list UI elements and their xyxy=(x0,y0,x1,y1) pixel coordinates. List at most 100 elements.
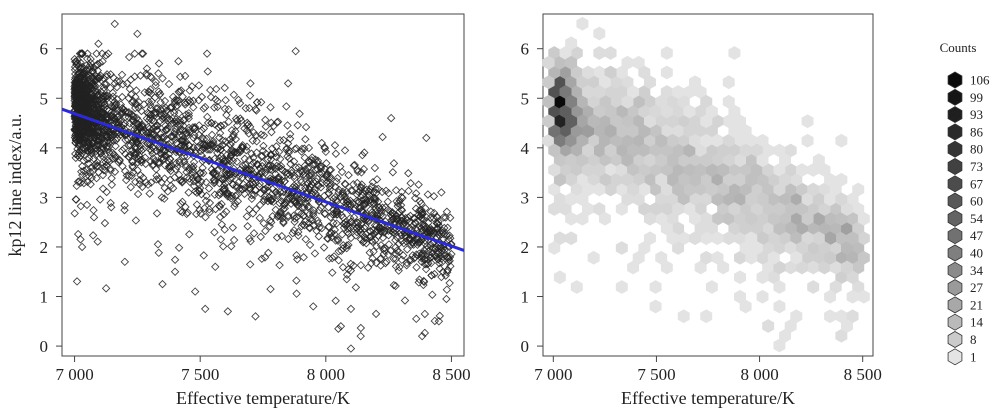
scatter-point xyxy=(129,148,139,158)
hexbin-cell xyxy=(756,172,769,187)
hexbin-cell xyxy=(593,46,606,60)
scatter-point xyxy=(330,209,339,219)
hexbin-cell xyxy=(756,270,769,285)
scatter-point xyxy=(138,120,147,129)
hexbin-x-tick-label: 7 500 xyxy=(637,365,675,384)
hexbin-cell xyxy=(593,65,606,80)
hexbin-cell xyxy=(615,104,628,119)
scatter-point xyxy=(106,198,115,208)
hexbin-cell xyxy=(728,143,741,158)
scatter-point xyxy=(160,174,169,183)
hexbin-cell xyxy=(627,182,640,197)
hexbin-cell xyxy=(587,172,600,187)
hexbin-cell xyxy=(672,221,685,236)
hexbin-cell xyxy=(722,231,735,246)
scatter-point xyxy=(178,208,187,217)
hexbin-cell xyxy=(632,153,645,168)
hexbin-cell xyxy=(705,104,718,119)
scatter-point xyxy=(93,237,102,246)
hexbin-cell xyxy=(610,172,623,187)
hexbin-cell xyxy=(683,163,696,177)
scatter-point xyxy=(75,49,85,58)
scatter-point xyxy=(417,199,426,208)
scatter-point xyxy=(92,49,101,58)
scatter-point xyxy=(86,89,96,98)
scatter-point xyxy=(263,186,273,195)
scatter-point xyxy=(248,136,257,145)
scatter-point xyxy=(267,194,277,204)
scatter-panel: 7 000 7 500 8 000 8 500 0 1 2 3 4 5 6 Effective t… xyxy=(5,13,471,408)
scatter-point xyxy=(305,240,315,250)
scatter-point xyxy=(350,218,360,228)
hexbin-cell xyxy=(694,202,707,216)
scatter-point xyxy=(417,257,426,267)
scatter-point xyxy=(293,227,303,237)
scatter-point xyxy=(154,69,163,78)
hexbin-cell xyxy=(542,133,555,148)
scatter-point xyxy=(404,169,413,178)
hexbin-cell xyxy=(548,85,561,99)
scatter-y-tick-label: 0 xyxy=(40,337,49,356)
scatter-point xyxy=(202,49,212,58)
scatter-point xyxy=(333,173,342,183)
scatter-point xyxy=(281,198,291,207)
scatter-point xyxy=(165,162,174,172)
scatter-point xyxy=(240,124,249,133)
scatter-point xyxy=(178,177,187,186)
scatter-point xyxy=(279,135,288,145)
hexbin-cell xyxy=(705,182,718,197)
hexbin-cell xyxy=(700,192,713,207)
scatter-point xyxy=(306,169,316,178)
hexbin-cell xyxy=(582,143,595,158)
scatter-point xyxy=(293,121,302,130)
hexbin-cell xyxy=(745,231,758,246)
scatter-point xyxy=(82,165,92,174)
scatter-point xyxy=(327,232,336,242)
hexbin-cell xyxy=(801,231,814,246)
scatter-point xyxy=(95,135,104,145)
scatter-point xyxy=(249,158,258,167)
hexbin-cell xyxy=(587,133,600,148)
scatter-point xyxy=(186,97,195,107)
hexbin-cell xyxy=(655,172,668,187)
hexbin-cells xyxy=(542,16,870,353)
hexbin-cell xyxy=(818,182,831,197)
hexbin-cell xyxy=(593,182,606,197)
scatter-point xyxy=(221,178,230,188)
hexbin-cell xyxy=(598,153,611,168)
legend-swatch xyxy=(947,244,963,262)
scatter-point xyxy=(294,168,304,178)
legend-swatch xyxy=(947,261,963,279)
hexbin-cell xyxy=(643,114,656,129)
hexbin-cell xyxy=(846,309,859,324)
scatter-point xyxy=(228,179,238,189)
scatter-point xyxy=(322,173,332,182)
scatter-point xyxy=(245,155,254,165)
scatter-point xyxy=(146,110,156,119)
hexbin-cell xyxy=(565,211,578,226)
scatter-point xyxy=(173,162,182,171)
hexbin-cell xyxy=(677,309,690,324)
legend-swatch xyxy=(947,158,963,175)
scatter-point xyxy=(212,169,221,178)
hexbin-cell xyxy=(660,65,673,80)
hexbin-cell xyxy=(576,75,589,90)
hexbin-cell xyxy=(745,192,758,207)
hexbin-cell xyxy=(728,163,741,177)
hexbin-cell xyxy=(852,221,865,236)
scatter-point xyxy=(252,148,261,157)
scatter-point xyxy=(155,89,165,99)
hexbin-cell xyxy=(807,221,820,236)
hexbin-cell xyxy=(632,250,645,265)
scatter-point xyxy=(342,274,352,284)
hexbin-cell xyxy=(672,104,685,119)
hexbin-cell xyxy=(553,153,566,168)
scatter-point xyxy=(155,116,165,126)
scatter-point xyxy=(175,116,185,125)
scatter-point xyxy=(98,144,108,153)
hexbin-cell xyxy=(553,172,566,187)
legend-label: 27 xyxy=(970,280,984,295)
scatter-point xyxy=(199,251,209,260)
scatter-point xyxy=(78,146,87,155)
hexbin-cell xyxy=(857,231,870,246)
